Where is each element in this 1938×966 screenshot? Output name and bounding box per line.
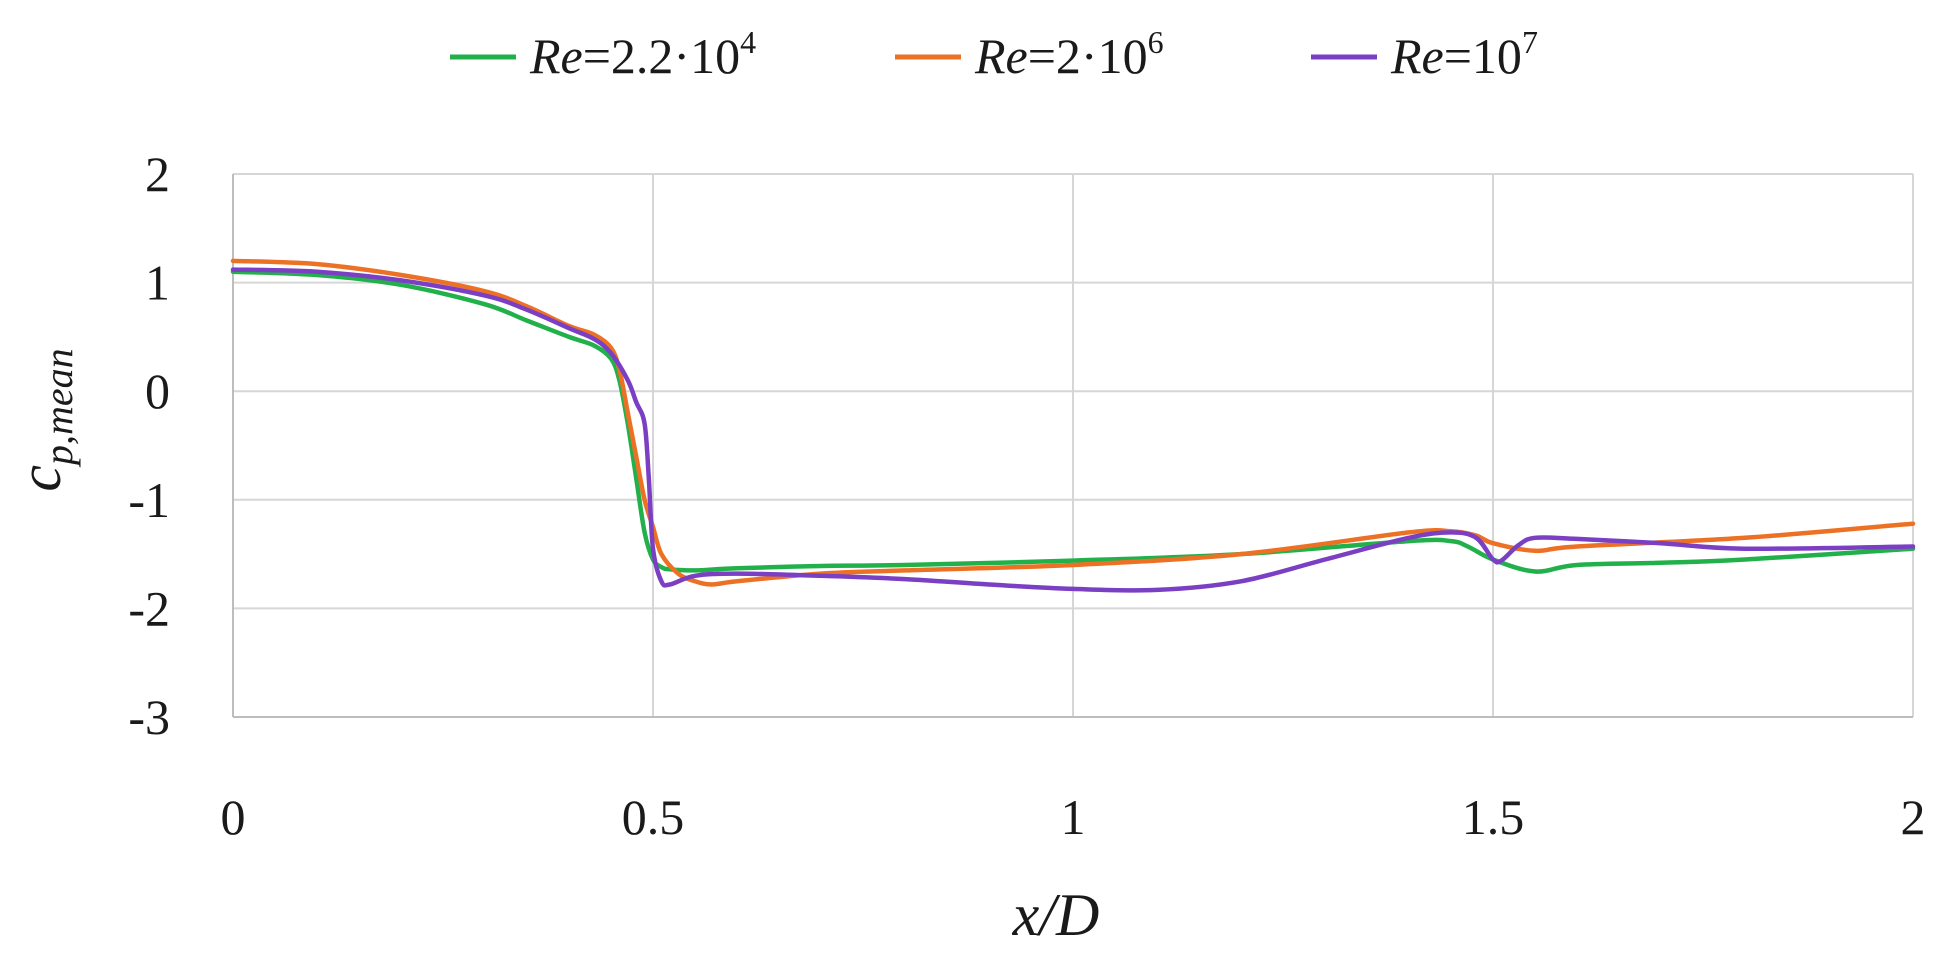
x-tick-label: 2 [1901,789,1926,845]
legend-item-re-2-2e4: Re=2.2·104 [450,24,756,84]
x-tick-label: 1.5 [1462,789,1525,845]
legend-item-re-2e6: Re=2·106 [895,24,1164,84]
legend-label: Re=2.2·104 [529,24,756,84]
x-axis-title: x/D [1012,882,1100,948]
legend-label: Re=2·106 [974,24,1164,84]
y-axis-title: cp,mean [7,348,81,491]
series-line-re-1e7 [230,267,1916,593]
x-tick-label: 1 [1061,789,1086,845]
y-axis-title-sub: p,mean [36,348,81,468]
grid [232,173,1914,718]
y-axis-title-base: c [7,465,73,492]
y-tick-label: 2 [145,146,170,202]
x-tick-label: 0 [221,789,246,845]
y-tick-label: -3 [128,689,170,745]
svg-text:cp,mean: cp,mean [7,348,81,491]
legend: Re=2.2·104 Re=2·106 Re=107 [450,24,1538,84]
tick-labels: 0 0.5 1 1.5 2 2 1 0 -1 -2 -3 [128,146,1925,845]
y-tick-label: 1 [145,255,170,311]
legend-item-re-1e7: Re=107 [1311,24,1538,84]
x-tick-label: 0.5 [622,789,685,845]
series-lines [230,258,1916,593]
y-tick-label: -2 [128,580,170,636]
series-line-re-2-2e4 [230,269,1916,574]
y-tick-label: 0 [145,363,170,419]
legend-label: Re=107 [1390,24,1538,84]
y-tick-label: -1 [128,472,170,528]
